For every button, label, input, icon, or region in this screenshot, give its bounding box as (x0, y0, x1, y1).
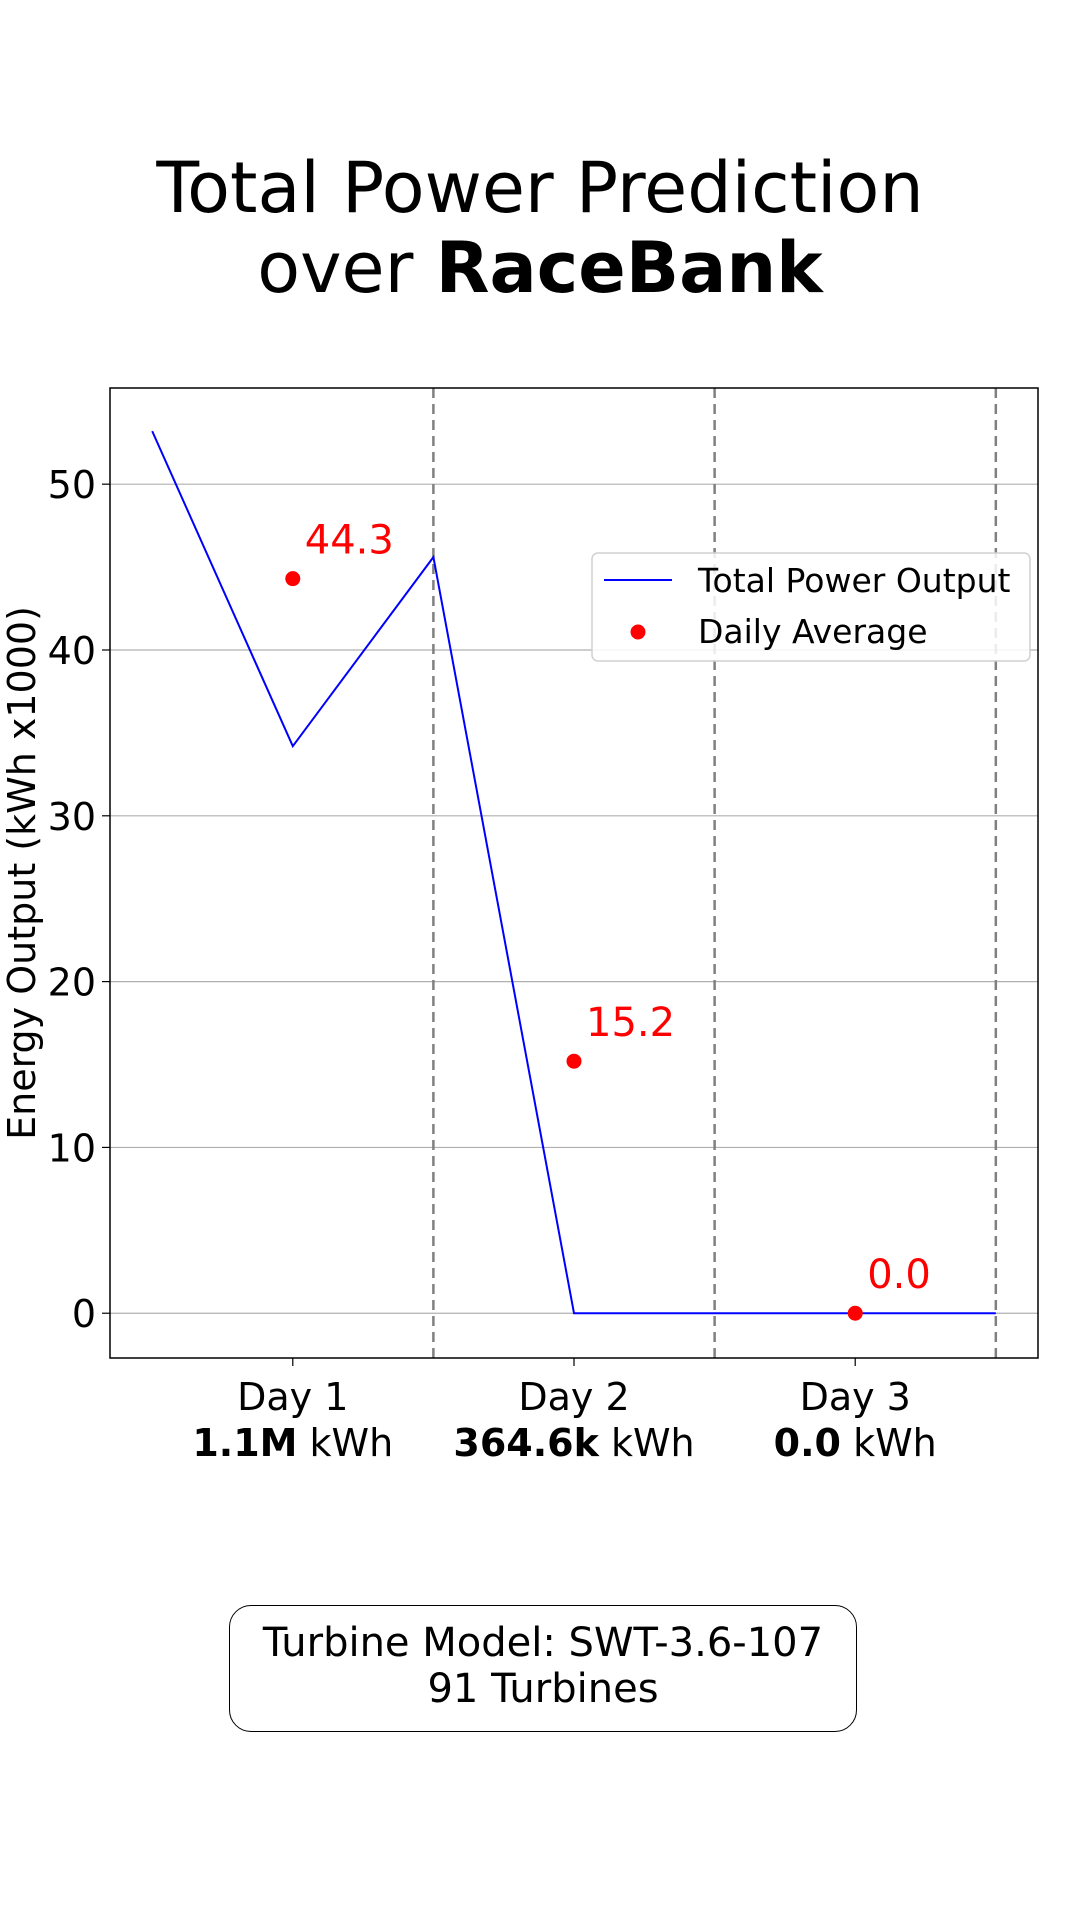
chart-title: Total Power Prediction over RaceBank (0, 148, 1080, 308)
x-tick-label-day: Day 1 (237, 1375, 348, 1419)
turbine-count: 91 Turbines (427, 1666, 659, 1712)
x-tick-label-total: 0.0 kWh (774, 1421, 937, 1465)
legend-label-total-power: Total Power Output (697, 561, 1011, 600)
turbine-model: Turbine Model: SWT-3.6-107 (262, 1620, 824, 1666)
chart-title-line2: over RaceBank (0, 228, 1080, 308)
legend-swatch-daily-average (630, 624, 646, 640)
daily-average-point (847, 1305, 863, 1321)
y-axis-label: Energy Output (kWh x1000) (0, 606, 44, 1140)
daily-total-value: 1.1M (192, 1421, 297, 1465)
y-tick-label: 0 (72, 1292, 96, 1336)
daily-average-label: 44.3 (305, 518, 394, 564)
legend-box (591, 552, 1031, 662)
x-tick-label-day: Day 3 (800, 1375, 911, 1419)
y-tick-label: 50 (48, 463, 96, 507)
daily-average-label: 15.2 (586, 1000, 675, 1046)
chart-title-line1: Total Power Prediction (156, 147, 924, 229)
legend-label-daily-average: Daily Average (698, 612, 928, 651)
daily-average-point (285, 571, 301, 587)
plot-frame (109, 387, 1039, 1359)
daily-average-point (566, 1053, 582, 1069)
daily-average-label: 0.0 (867, 1252, 931, 1298)
y-tick-label: 40 (48, 629, 96, 673)
chart-title-prefix: over (257, 227, 436, 309)
y-tick-label: 30 (48, 795, 96, 839)
daily-total-unit: kWh (599, 1421, 695, 1465)
daily-total-value: 364.6k (453, 1421, 599, 1465)
y-tick-label: 20 (48, 961, 96, 1005)
x-tick-label-total: 364.6k kWh (453, 1421, 694, 1465)
chart-title-location: RaceBank (435, 227, 823, 309)
y-tick-label: 10 (48, 1126, 96, 1170)
x-tick-label-total: 1.1M kWh (192, 1421, 393, 1465)
turbine-info-box: Turbine Model: SWT-3.6-107 91 Turbines (229, 1605, 857, 1732)
daily-total-unit: kWh (297, 1421, 393, 1465)
daily-total-unit: kWh (841, 1421, 937, 1465)
daily-total-value: 0.0 (774, 1421, 841, 1465)
x-tick-label-day: Day 2 (518, 1375, 629, 1419)
